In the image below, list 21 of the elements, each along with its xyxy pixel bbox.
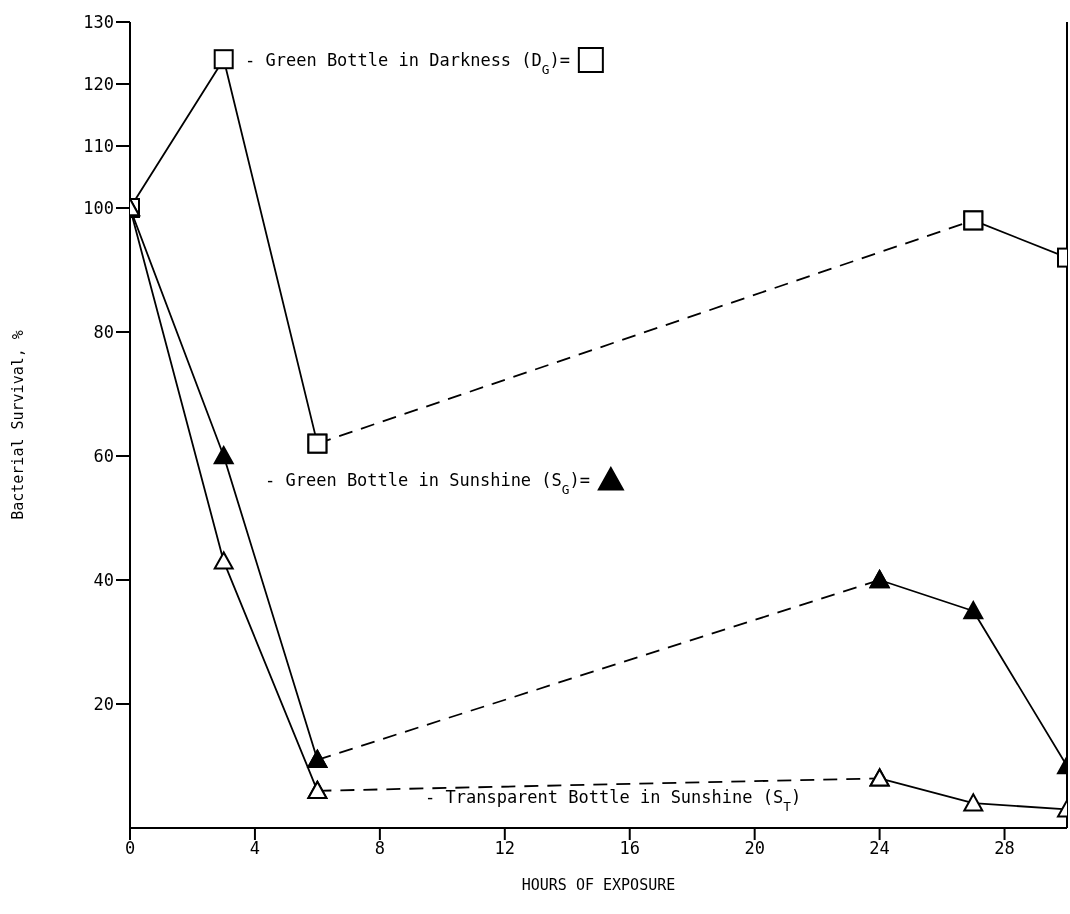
y-tick-label: 120 [83, 74, 114, 95]
x-tick-label: 28 [994, 838, 1015, 859]
x-tick-label: 16 [619, 838, 640, 859]
y-axis-title: Bacterial Survival, % [9, 330, 28, 520]
y-tick-label: 130 [83, 12, 114, 33]
x-tick-label: 24 [869, 838, 890, 859]
x-tick-label: 20 [744, 838, 765, 859]
x-axis-title: HOURS OF EXPOSURE [521, 876, 676, 894]
x-tick-label: 8 [374, 838, 385, 859]
annotation: - Transparent Bottle in Sunshine (S$_{T}$) [425, 787, 802, 814]
y-tick-label: 40 [93, 570, 114, 591]
annotation: - Green Bottle in Sunshine (S$_{G}$)= [265, 470, 590, 497]
x-tick-label: 12 [494, 838, 516, 859]
x-tick-label: 4 [249, 838, 261, 859]
x-tick-label: 0 [124, 838, 136, 859]
annotation: - Green Bottle in Darkness (D$_{G}$)= [245, 50, 570, 77]
y-tick-label: 80 [93, 322, 114, 343]
y-tick-label: 100 [83, 198, 114, 219]
y-tick-label: 110 [83, 136, 114, 157]
y-tick-label: 20 [93, 694, 114, 715]
y-tick-label: 60 [93, 446, 114, 467]
